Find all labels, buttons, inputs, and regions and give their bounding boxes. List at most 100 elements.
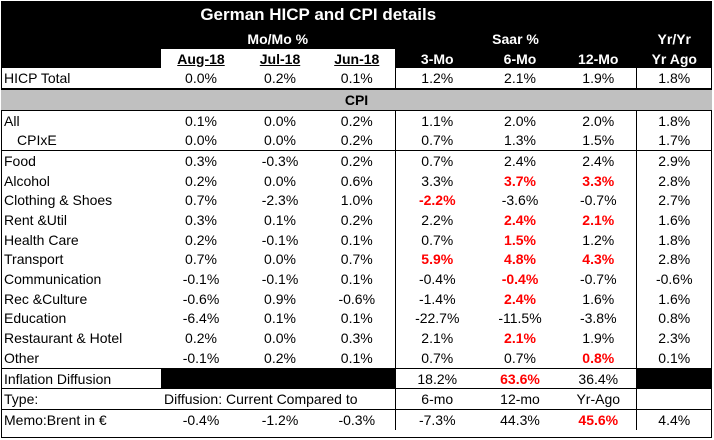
diffusion-blank: [635, 367, 713, 389]
col-header: Yr Ago: [635, 48, 713, 69]
cell-value: -1.4%: [394, 288, 479, 309]
cell-value: 2.9%: [635, 150, 713, 171]
row-label: HICP Total: [4, 70, 71, 87]
table-row: Health Care 0.2% -0.1% 0.1% 0.7% 1.5% 1.2% 1.8%: [1, 229, 713, 250]
table-row: All 0.1% 0.0% 0.2% 1.1% 2.0% 2.0% 1.8%: [1, 110, 713, 131]
table-row: Restaurant & Hotel 0.2% 0.0% 0.3% 2.1% 2.1% 1.…: [1, 328, 713, 348]
cell-value: 2.8%: [635, 249, 713, 270]
cell-value: -0.6%: [338, 290, 376, 307]
cell-value: -3.8%: [579, 310, 617, 327]
group-yryr: Yr/Yr: [635, 29, 713, 49]
diffusion-row: Inflation Diffusion 18.2% 63.6% 36.4%: [1, 367, 713, 389]
cell-value: 0.7%: [504, 349, 536, 366]
cell-value: 2.1%: [504, 70, 536, 87]
cell-value: 4.8%: [504, 251, 536, 268]
cell-value: -0.7%: [579, 192, 617, 209]
column-header-row: Aug-18 Jul-18 Jun-18 3-Mo 6-Mo 12-Mo Yr …: [1, 48, 713, 69]
cell-value: -0.3%: [241, 150, 319, 171]
cell-value: 1.6%: [635, 288, 713, 309]
hicp-cpi-table: German HICP and CPI details Mo/Mo % Saar…: [1, 1, 713, 430]
row-label: Communication: [4, 271, 102, 288]
cell-value: 1.8%: [635, 229, 713, 250]
cell-value: 0.0%: [264, 172, 296, 189]
cell-value: 2.4%: [561, 150, 637, 171]
cell-value: 18.2%: [394, 367, 479, 389]
cell-value: -0.4%: [501, 271, 539, 288]
cell-value: 2.4%: [504, 212, 536, 229]
row-label: CPIxE: [17, 132, 57, 149]
cell-value: -0.1%: [261, 271, 299, 288]
cell-value: 0.9%: [264, 290, 296, 307]
cell-value: 44.3%: [479, 409, 561, 430]
row-label: Education: [4, 310, 67, 327]
cell-value: -0.4%: [161, 409, 241, 430]
row-label: Transport: [4, 251, 64, 268]
cell-value: 0.1%: [185, 112, 217, 129]
cell-value: -0.1%: [261, 231, 299, 248]
col-header: 12-Mo: [561, 48, 637, 69]
col-header: Jul-18: [241, 48, 319, 69]
cell-value: -0.1%: [182, 349, 220, 366]
cell-value: 2.1%: [504, 330, 536, 347]
cell-value: 0.0%: [185, 70, 217, 87]
cell-value: 1.1%: [394, 110, 479, 131]
cell-value: 0.1%: [340, 231, 373, 248]
cell-value: 0.2%: [319, 150, 395, 171]
cell-value: -1.2%: [241, 409, 319, 430]
cell-value: 0.2%: [340, 132, 373, 149]
cell-value: 0.1%: [635, 348, 713, 369]
table-row: Alcohol 0.2% 0.0% 0.6% 3.3% 3.7% 3.3% 2.8%: [1, 170, 713, 191]
cell-value: 0.2%: [264, 349, 296, 366]
table-row: Other -0.1% 0.2% 0.1% 0.7% 0.7% 0.8% 0.1%: [1, 348, 713, 369]
row-label: Rec &Culture: [4, 290, 88, 307]
cell-value: 0.0%: [264, 251, 296, 268]
row-label: Inflation Diffusion: [1, 367, 161, 389]
row-label: Restaurant & Hotel: [4, 330, 123, 347]
table-row: Rent &Util 0.3% 0.1% 0.2% 2.2% 2.4% 2.1% 1.6%: [1, 210, 713, 230]
cell-value: -3.6%: [501, 192, 539, 209]
table-title: German HICP and CPI details: [1, 1, 637, 29]
cell-value: 2.0%: [504, 112, 536, 129]
cell-value: 0.1%: [340, 271, 373, 288]
cell-value: 1.2%: [394, 68, 479, 90]
cell-value: 5.9%: [394, 249, 479, 270]
cell-value: 0.1%: [340, 349, 373, 366]
group-saar: Saar %: [394, 29, 637, 49]
cell-value: 0.7%: [340, 251, 373, 268]
cell-value: 2.1%: [394, 328, 479, 348]
table-row: Education -6.4% 0.1% 0.1% -22.7% -11.5% -3.8% 0…: [1, 308, 713, 329]
cell-value: 2.2%: [394, 210, 479, 230]
row-label: Alcohol: [4, 172, 50, 189]
cell-value: 0.1%: [340, 310, 373, 327]
col-header: Aug-18: [161, 48, 241, 69]
memo-row: Memo:Brent in € -0.4% -1.2% -0.3% -7.3% 44.3%…: [1, 409, 713, 430]
cell-value: 0.8%: [635, 308, 713, 329]
cell-value: 1.7%: [635, 130, 713, 151]
cell-value: 45.6%: [561, 409, 637, 430]
cell-value: 0.1%: [264, 310, 296, 327]
cell-value: 0.3%: [185, 212, 217, 229]
row-label: Food: [1, 150, 161, 171]
cell-value: -0.6%: [635, 269, 713, 289]
cell-value: 0.7%: [185, 251, 217, 268]
type-blank: [635, 388, 713, 410]
cell-value: 0.2%: [185, 231, 217, 248]
cell-value: 0.0%: [264, 132, 296, 149]
col-header: 6-Mo: [479, 48, 561, 69]
cell-value: 2.1%: [582, 212, 615, 229]
table-row: Rec &Culture -0.6% 0.9% -0.6% -1.4% 2.4% 1.6% 1…: [1, 288, 713, 309]
cell-value: 1.6%: [635, 210, 713, 230]
cell-value: -11.5%: [498, 310, 542, 327]
cell-value: Yr-Ago: [561, 388, 637, 410]
cell-value: -22.7%: [394, 308, 479, 329]
table-row: Clothing & Shoes 0.7% -2.3% 1.0% -2.2% -3.6% -…: [1, 190, 713, 211]
cell-value: 1.0%: [340, 192, 373, 209]
cell-value: 0.2%: [185, 172, 217, 189]
cell-value: -0.3%: [319, 409, 395, 430]
cell-value: -2.2%: [394, 190, 479, 211]
cell-value: 0.0%: [264, 112, 296, 129]
cell-value: 0.7%: [185, 192, 217, 209]
cell-value: 3.3%: [582, 172, 615, 189]
cell-value: -7.3%: [394, 409, 479, 430]
cpi-header: CPI: [1, 88, 713, 111]
